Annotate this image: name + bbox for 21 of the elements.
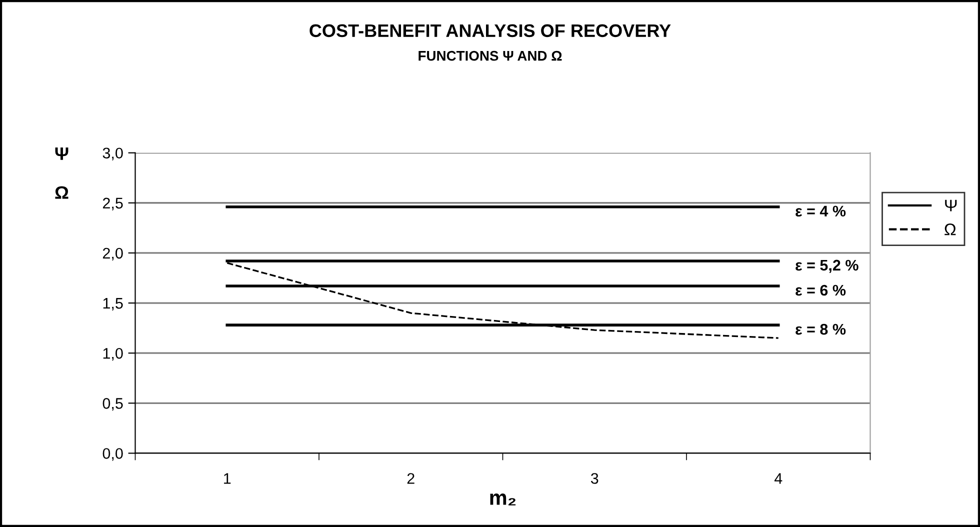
text: Ψ Ω [55, 147, 68, 199]
chart-title: COST-BENEFIT ANALYSIS OF RECOVERY [310, 24, 671, 38]
y-tick-label: 3,0 [102, 148, 123, 160]
x-tick-label: 2 [407, 473, 414, 484]
annotation: ε = 6 % [796, 284, 846, 296]
y-tick-label: 0,5 [102, 398, 123, 411]
y-tick-label: 2,5 [102, 198, 123, 210]
chart-subtitle: FUNCTIONS Ψ AND Ω [418, 50, 562, 61]
legend-label: Ψ [945, 200, 957, 212]
x-axis-title: m₂ [490, 494, 516, 506]
y-tick-label: 0,0 [102, 448, 123, 461]
legend-label: Ω [944, 224, 956, 236]
y-tick-label: 2,0 [102, 248, 123, 260]
x-tick-label: 1 [224, 473, 231, 484]
annotation: ε = 5,2 % [796, 260, 858, 273]
x-tick-label: 3 [590, 473, 598, 484]
x-tick-label: 4 [774, 473, 782, 484]
y-tick-label: 1,0 [103, 348, 123, 361]
y-tick-label: 1,5 [103, 298, 123, 311]
annotation: ε = 4 % [796, 206, 846, 217]
annotation: ε = 8 % [796, 324, 846, 335]
